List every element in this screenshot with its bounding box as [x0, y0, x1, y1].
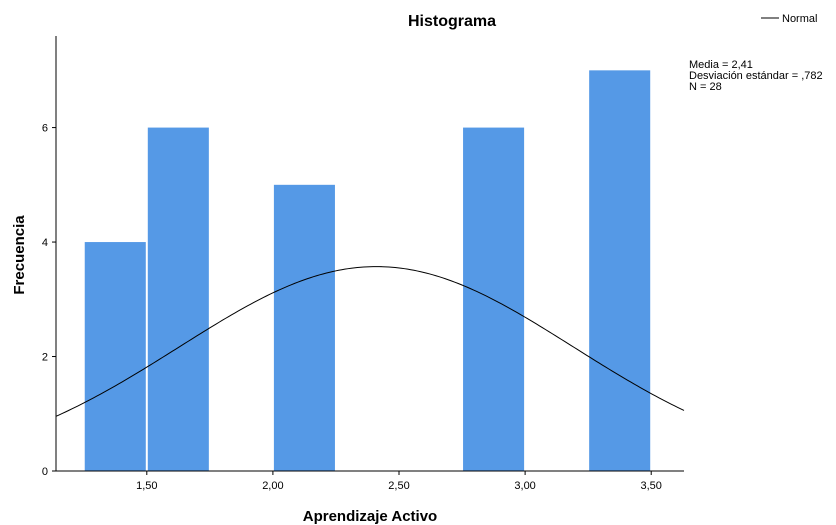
normal-curve: [55, 266, 685, 417]
histogram-bar-3: [273, 184, 335, 471]
histogram-bar-2: [147, 127, 209, 471]
x-tick-label: 3,50: [641, 480, 662, 492]
stats-std-dev: Desviación estándar = ,782: [689, 70, 823, 82]
stats-mean: Media = 2,41: [689, 59, 753, 71]
y-tick-label: 0: [42, 466, 48, 478]
x-tick-label: 1,50: [136, 480, 157, 492]
x-tick-label: 2,00: [262, 480, 283, 492]
y-axis-title: Frecuencia: [11, 215, 28, 295]
stats-box: Media = 2,41 Desviación estándar = ,782 …: [689, 59, 823, 93]
legend-normal-label: Normal: [782, 13, 817, 25]
legend: Normal: [761, 13, 817, 25]
y-axis-ticks: 0 2 4 6: [42, 123, 56, 478]
x-axis-ticks: 1,50 2,00 2,50 3,00 3,50: [136, 471, 662, 492]
chart-title: Histograma: [408, 13, 496, 30]
histogram-bars: [84, 70, 651, 471]
y-tick-label: 6: [42, 123, 48, 135]
axes: [55, 36, 684, 472]
y-tick-label: 2: [42, 352, 48, 364]
x-axis-title: Aprendizaje Activo: [303, 508, 437, 525]
x-tick-label: 2,50: [388, 480, 409, 492]
histogram-bar-5: [589, 70, 651, 471]
histogram-bar-1: [84, 242, 146, 471]
y-tick-label: 4: [42, 237, 48, 249]
stats-n: N = 28: [689, 81, 722, 93]
x-tick-label: 3,00: [514, 480, 535, 492]
